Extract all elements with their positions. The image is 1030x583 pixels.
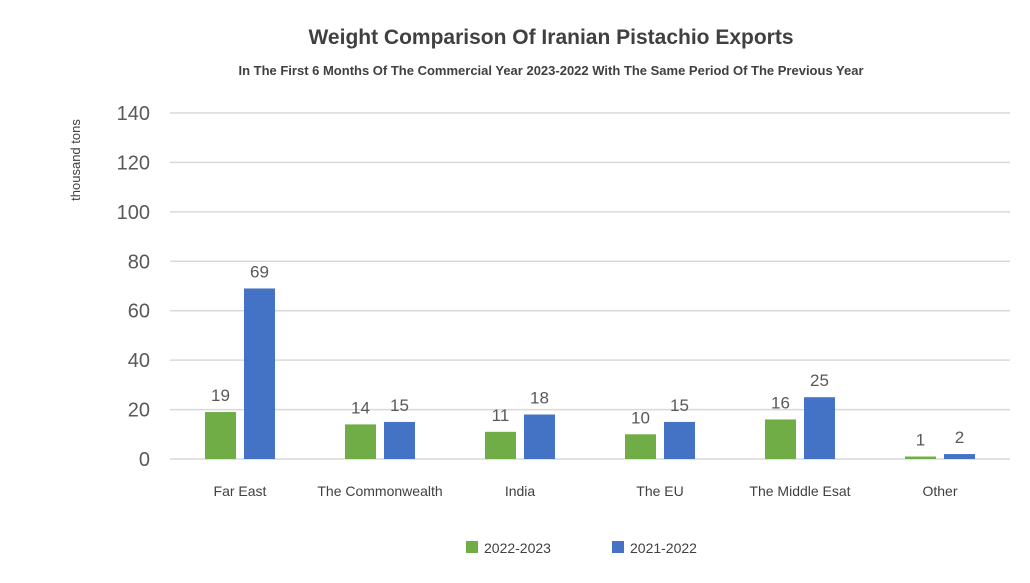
bar: [384, 421, 415, 459]
data-label: 15: [670, 396, 689, 415]
bar: [905, 456, 936, 459]
bar: [664, 421, 695, 459]
data-label: 11: [492, 406, 510, 425]
y-axis-label: thousand tons: [68, 119, 83, 201]
y-tick-label: 140: [117, 103, 150, 125]
data-label: 69: [250, 262, 269, 281]
bar: [345, 424, 376, 459]
data-label: 16: [771, 393, 790, 412]
y-tick-label: 100: [117, 202, 150, 224]
x-tick-label: Far East: [214, 483, 267, 499]
y-tick-label: 40: [128, 350, 150, 372]
x-tick-label: Other: [922, 483, 957, 499]
bar: [625, 434, 656, 459]
bar: [205, 412, 236, 459]
x-tick-label: The Commonwealth: [317, 483, 442, 499]
bar: [944, 454, 975, 459]
y-tick-label: 0: [139, 449, 150, 471]
x-tick-label: India: [505, 483, 536, 499]
bar: [804, 397, 835, 459]
data-label: 14: [351, 398, 370, 417]
bar: [524, 414, 555, 459]
bar: [485, 431, 516, 459]
legend-label: 2022-2023: [484, 540, 551, 556]
chart-title: Weight Comparison Of Iranian Pistachio E…: [308, 26, 793, 49]
y-tick-label: 120: [117, 152, 150, 174]
data-label: 1: [916, 431, 925, 450]
x-tick-label: The Middle Esat: [749, 483, 850, 499]
y-tick-label: 80: [128, 251, 150, 273]
data-label: 19: [211, 386, 230, 405]
x-tick-label: The EU: [636, 483, 683, 499]
chart-subtitle: In The First 6 Months Of The Commercial …: [238, 63, 863, 78]
data-label: 10: [631, 408, 650, 427]
legend-swatch: [466, 541, 478, 553]
data-label: 15: [390, 396, 409, 415]
legend-swatch: [612, 541, 624, 553]
y-tick-label: 20: [128, 400, 150, 422]
data-label: 25: [810, 371, 829, 390]
data-label: 2: [955, 428, 964, 447]
bar: [244, 288, 275, 459]
legend-label: 2021-2022: [630, 540, 697, 556]
bar: [765, 419, 796, 459]
y-tick-label: 60: [128, 301, 150, 323]
data-label: 18: [530, 389, 549, 408]
